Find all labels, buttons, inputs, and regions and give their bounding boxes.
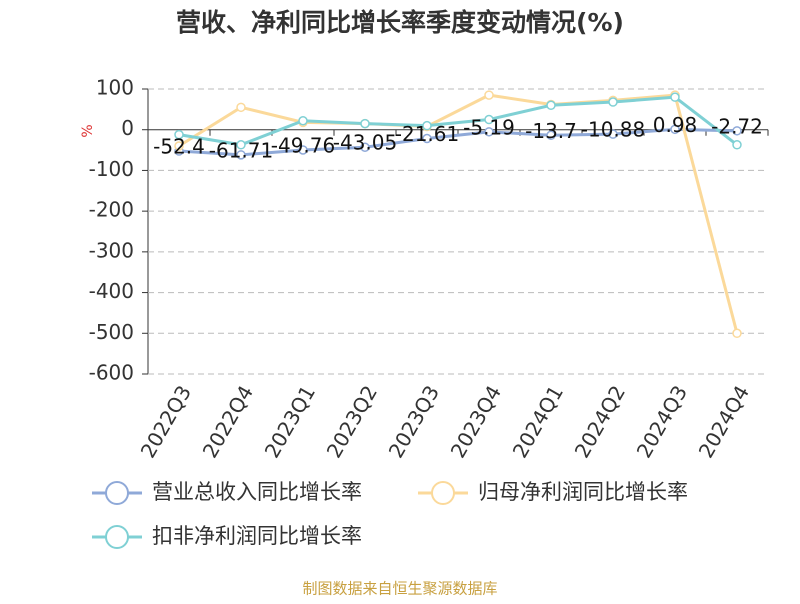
data-point xyxy=(298,116,308,126)
legend-marker xyxy=(431,481,455,505)
x-tick-label: 2022Q3 xyxy=(136,381,196,462)
data-point xyxy=(484,127,494,137)
data-label: -21.61 xyxy=(395,122,459,146)
data-point xyxy=(670,124,680,135)
x-tick-label: 2024Q1 xyxy=(508,381,568,462)
data-label: 0.98 xyxy=(653,113,698,137)
data-point xyxy=(174,129,184,140)
chart-title: 营收、净利同比增长率季度变动情况(%) xyxy=(176,8,624,37)
data-point xyxy=(360,118,370,129)
x-tick-label: 2023Q1 xyxy=(260,381,320,462)
x-tick-label: 2023Q4 xyxy=(446,381,506,462)
legend-label: 营业总收入同比增长率 xyxy=(152,480,362,504)
data-point xyxy=(236,102,246,113)
x-tick-label: 2024Q4 xyxy=(694,381,754,462)
data-point xyxy=(422,120,432,131)
data-label: -43.05 xyxy=(333,131,397,155)
data-label: -10.88 xyxy=(581,118,645,142)
legend-marker xyxy=(105,525,129,549)
x-tick-label: 2023Q2 xyxy=(322,381,382,462)
x-tick-label: 2023Q3 xyxy=(384,381,444,462)
data-point xyxy=(670,92,680,102)
y-axis-label: % xyxy=(80,124,96,137)
x-tick-label: 2022Q4 xyxy=(198,381,258,462)
x-tick-label: 2024Q3 xyxy=(632,381,692,462)
y-tick-label: -600 xyxy=(89,361,134,385)
data-label: -52.4 xyxy=(153,135,205,159)
y-tick-label: -200 xyxy=(89,198,134,222)
y-tick-label: -500 xyxy=(89,320,134,344)
data-point xyxy=(732,140,742,150)
data-point xyxy=(608,97,618,107)
series-line xyxy=(178,95,738,147)
data-point xyxy=(422,133,432,144)
series-line xyxy=(178,127,738,157)
legend-label: 归母净利润同比增长率 xyxy=(478,480,688,504)
source-note: 制图数据来自恒生聚源数据库 xyxy=(302,580,497,598)
data-point xyxy=(546,100,556,111)
data-point xyxy=(546,130,556,141)
data-point xyxy=(608,129,618,139)
data-point xyxy=(732,126,742,136)
data-point xyxy=(484,90,494,100)
data-label: -5.19 xyxy=(463,115,515,139)
data-point xyxy=(360,142,370,152)
data-point xyxy=(236,140,246,150)
data-label: -2.72 xyxy=(711,114,763,138)
legend-marker xyxy=(105,481,129,505)
data-point xyxy=(298,145,308,155)
x-tick-label: 2024Q2 xyxy=(570,381,630,462)
data-point xyxy=(174,141,184,151)
y-tick-label: 0 xyxy=(121,116,134,140)
y-tick-label: -300 xyxy=(89,238,134,262)
legend-label: 扣非净利润同比增长率 xyxy=(152,524,362,548)
data-point xyxy=(236,150,246,160)
y-tick-label: -400 xyxy=(89,279,134,303)
data-point xyxy=(732,328,742,339)
y-tick-label: 100 xyxy=(96,76,134,100)
data-point xyxy=(484,114,494,125)
data-label: -61.71 xyxy=(209,138,273,162)
y-tick-label: -100 xyxy=(89,157,134,181)
data-label: -13.7 xyxy=(525,119,577,143)
series-line xyxy=(178,93,739,334)
data-label: -49.76 xyxy=(271,133,335,157)
